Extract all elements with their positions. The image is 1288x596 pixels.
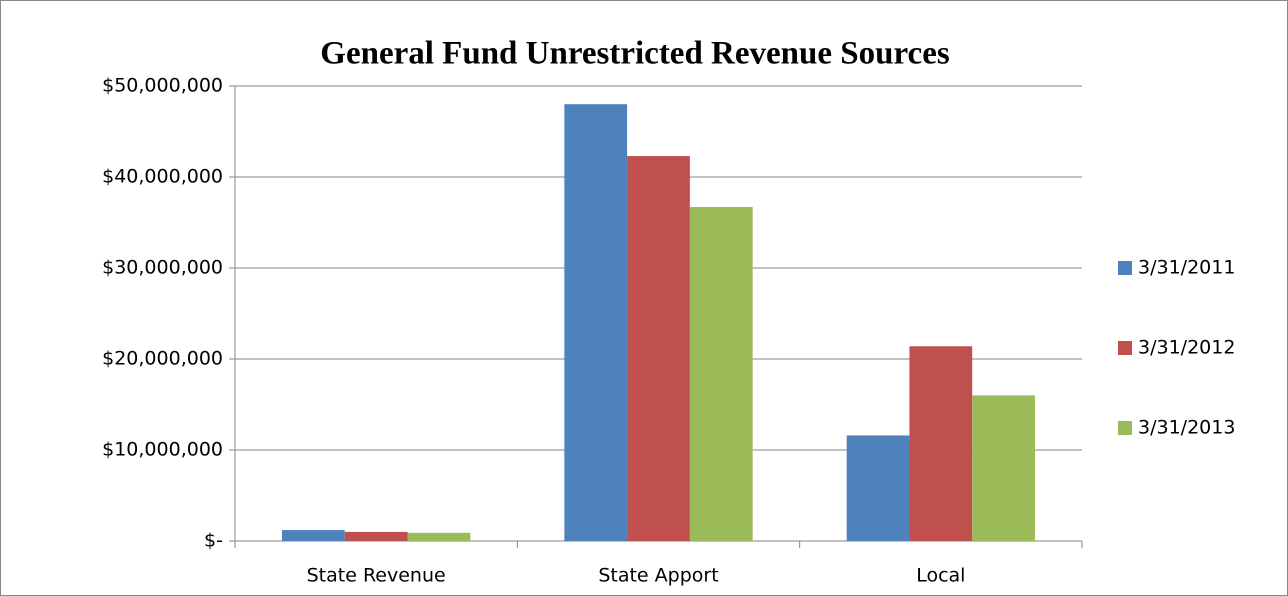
y-tick-label: $20,000,000 — [102, 348, 223, 370]
chart-title: General Fund Unrestricted Revenue Source… — [320, 36, 950, 72]
legend-swatch — [1118, 421, 1132, 435]
x-tick-label: Local — [916, 565, 965, 587]
y-tick-label: $40,000,000 — [102, 166, 223, 188]
y-tick-label: $10,000,000 — [102, 439, 223, 461]
legend-label: 3/31/2012 — [1138, 337, 1235, 359]
x-tick-label: State Revenue — [307, 565, 446, 587]
bar — [689, 207, 753, 541]
bar — [846, 435, 910, 541]
bar — [564, 104, 628, 541]
legend-swatch — [1118, 261, 1132, 275]
bar — [972, 395, 1035, 541]
bar — [407, 532, 471, 541]
legend-label: 3/31/2011 — [1138, 257, 1235, 279]
bar — [909, 346, 973, 541]
bar — [627, 156, 690, 541]
y-tick-label: $- — [204, 530, 223, 552]
bar — [282, 530, 345, 541]
y-tick-label: $50,000,000 — [102, 75, 223, 97]
legend-label: 3/31/2013 — [1138, 417, 1235, 439]
bar — [344, 531, 408, 541]
y-tick-label: $30,000,000 — [102, 257, 223, 279]
legend-swatch — [1118, 341, 1132, 355]
x-tick-label: State Apport — [598, 565, 718, 587]
